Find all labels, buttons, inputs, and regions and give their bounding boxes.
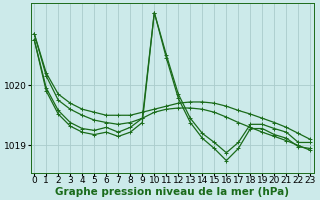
X-axis label: Graphe pression niveau de la mer (hPa): Graphe pression niveau de la mer (hPa)	[55, 187, 289, 197]
